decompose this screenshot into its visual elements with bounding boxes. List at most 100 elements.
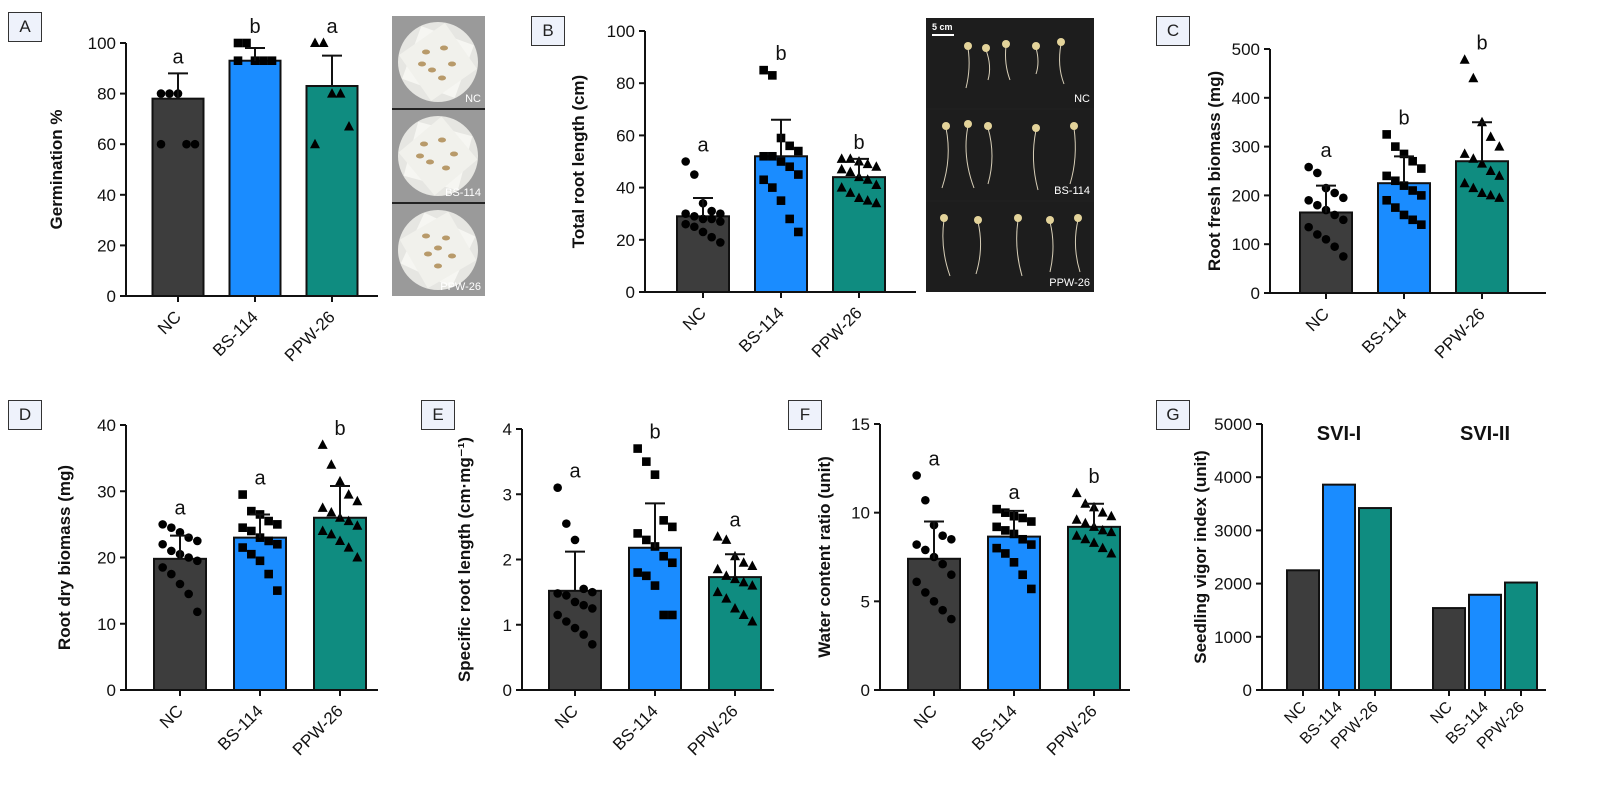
- y-tick-label: 5000: [1214, 415, 1252, 434]
- significance-letter: a: [1008, 482, 1020, 504]
- data-point: [570, 597, 580, 607]
- data-point: [992, 522, 1001, 532]
- data-point: [167, 523, 176, 532]
- data-point: [184, 589, 193, 599]
- data-point: [1071, 530, 1082, 540]
- bar: [1432, 607, 1466, 692]
- data-point: [854, 192, 864, 203]
- data-point: [335, 475, 345, 486]
- data-point: [721, 534, 732, 544]
- bar: [151, 97, 205, 297]
- data-point: [836, 182, 847, 192]
- data-point: [1027, 584, 1036, 594]
- data-point: [343, 542, 354, 552]
- data-point: [165, 89, 174, 98]
- y-tick-label: 4000: [1214, 468, 1252, 487]
- data-point: [579, 584, 588, 594]
- significance-letter: a: [1320, 140, 1332, 162]
- data-point: [1485, 189, 1496, 200]
- y-axis-title: Water content ratio (unit): [815, 456, 834, 657]
- data-point: [553, 483, 562, 493]
- data-point: [238, 543, 247, 552]
- data-point: [1001, 526, 1010, 535]
- data-point: [1459, 54, 1470, 64]
- bar: [1358, 507, 1392, 691]
- data-point: [1339, 252, 1348, 261]
- scale-label: 5 cm: [932, 22, 953, 32]
- data-point: [690, 222, 699, 232]
- data-point: [264, 569, 273, 579]
- data-point: [562, 591, 571, 600]
- data-point: [633, 529, 642, 538]
- y-tick-label: 100: [88, 34, 116, 53]
- significance-letter: b: [1088, 466, 1099, 488]
- data-point: [712, 563, 723, 574]
- data-point: [335, 535, 345, 545]
- data-point: [1330, 242, 1339, 251]
- data-point: [1304, 195, 1313, 205]
- photo-tag-nc: NC: [465, 93, 481, 105]
- data-point: [167, 569, 176, 579]
- data-point: [681, 209, 690, 218]
- y-tick-label: 40: [616, 179, 635, 198]
- data-point: [862, 174, 873, 184]
- y-tick-label: 4: [503, 420, 512, 439]
- chart-panel-e: 0 1 2 3 4 Specific root length (cm·mg⁻¹) a NC b B…: [455, 420, 774, 759]
- data-point: [738, 609, 749, 619]
- data-point: [1304, 222, 1313, 232]
- bar: [1322, 483, 1356, 692]
- x-tick-label: BS-114: [1358, 304, 1411, 357]
- data-point: [747, 615, 758, 626]
- data-point: [562, 519, 571, 528]
- y-axis-title: Root fresh biomass (mg): [1205, 71, 1224, 271]
- data-point: [698, 214, 708, 224]
- data-point: [1468, 72, 1479, 83]
- significance-letter: a: [172, 46, 184, 68]
- data-point: [716, 209, 725, 218]
- panel-label-c: C: [1156, 16, 1190, 46]
- data-point: [871, 161, 882, 171]
- y-tick-label: 1000: [1214, 628, 1252, 647]
- y-tick-label: 0: [626, 283, 635, 302]
- data-point: [233, 56, 243, 66]
- data-point: [938, 605, 947, 615]
- data-point: [730, 573, 740, 584]
- data-point: [776, 196, 786, 205]
- y-tick-label: 20: [97, 549, 116, 568]
- data-point: [158, 563, 167, 572]
- bar: [153, 557, 207, 692]
- x-tick-label: BS-114: [609, 701, 662, 754]
- data-point: [947, 570, 956, 580]
- data-point: [668, 610, 677, 620]
- data-point: [273, 586, 282, 595]
- data-point: [1391, 176, 1400, 186]
- data-point: [1097, 524, 1108, 535]
- y-axis-title: Germination %: [47, 110, 66, 230]
- data-point: [579, 630, 588, 639]
- bar: [1468, 593, 1502, 691]
- data-point: [681, 219, 690, 229]
- y-tick-label: 60: [97, 135, 116, 154]
- data-point: [921, 545, 930, 555]
- data-point: [310, 37, 320, 47]
- data-point: [1330, 188, 1339, 198]
- data-point: [264, 536, 273, 546]
- y-tick-label: 0: [503, 681, 512, 700]
- x-tick-label: PPW-26: [281, 307, 339, 365]
- data-point: [184, 533, 193, 542]
- data-point: [659, 516, 668, 525]
- data-point: [570, 623, 580, 633]
- data-point: [344, 120, 354, 131]
- data-point: [785, 162, 794, 172]
- data-point: [1408, 156, 1417, 166]
- significance-letter: b: [775, 43, 786, 65]
- y-axis-title: Specific root length (cm·mg⁻¹): [455, 437, 474, 682]
- photo-tag-nc: NC: [1074, 93, 1090, 105]
- data-point: [712, 586, 723, 597]
- photo-cell-nc: 5 cm NC: [926, 18, 1094, 108]
- data-point: [1339, 193, 1348, 203]
- data-point: [1494, 141, 1505, 151]
- data-point: [1391, 203, 1400, 212]
- x-tick-label: PPW-26: [684, 701, 742, 759]
- y-axis-title: Root dry biomass (mg): [55, 465, 74, 650]
